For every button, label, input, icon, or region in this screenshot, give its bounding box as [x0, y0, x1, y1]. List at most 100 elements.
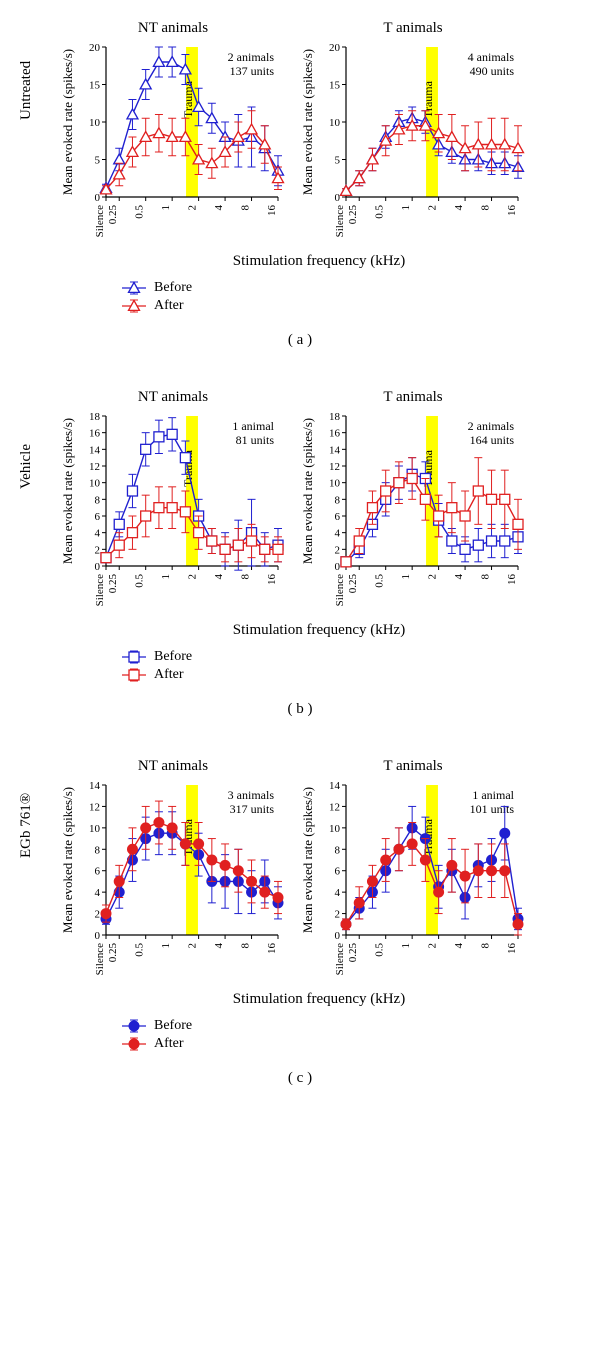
row-label: EGb 761® — [18, 793, 35, 858]
svg-text:137 units: 137 units — [230, 64, 275, 78]
svg-text:16: 16 — [506, 205, 518, 217]
svg-text:101 units: 101 units — [470, 802, 515, 816]
panel: T animalsTrauma05101520Mean evoked rate … — [298, 20, 528, 249]
svg-text:2: 2 — [427, 574, 439, 580]
svg-text:8: 8 — [480, 574, 492, 580]
legend-label: After — [154, 667, 184, 683]
svg-text:1 animal: 1 animal — [232, 419, 274, 433]
legend-item-after: After — [120, 1036, 580, 1052]
svg-text:Mean evoked rate (spikes/s): Mean evoked rate (spikes/s) — [60, 418, 75, 564]
svg-text:Trauma: Trauma — [181, 80, 195, 118]
svg-text:10: 10 — [329, 117, 341, 129]
legend-label: After — [154, 1036, 184, 1052]
svg-text:Silence: Silence — [334, 943, 346, 975]
svg-text:4: 4 — [453, 943, 465, 949]
row-untreated: Untreated NT animals Trauma 0 5 10 15 20 Mean ev… — [20, 20, 580, 349]
panel: T animalsTrauma024681012141618Mean evoke… — [298, 389, 528, 618]
svg-text:18: 18 — [89, 411, 101, 423]
svg-text:Mean evoked rate (spikes/s): Mean evoked rate (spikes/s) — [300, 418, 315, 564]
svg-text:Silence: Silence — [94, 943, 106, 975]
svg-text:490 units: 490 units — [470, 64, 515, 78]
svg-text:8: 8 — [335, 844, 341, 856]
svg-text:14: 14 — [89, 780, 101, 792]
svg-text:12: 12 — [89, 461, 100, 473]
legend-item-after: After — [120, 667, 580, 683]
row-vehicle: VehicleNT animalsTrauma024681012141618Me… — [20, 389, 580, 718]
svg-text:2: 2 — [95, 544, 101, 556]
svg-text:8: 8 — [480, 943, 492, 949]
legend-label: Before — [154, 1018, 192, 1034]
legend-item-before: Before — [120, 280, 580, 296]
svg-text:8: 8 — [95, 494, 101, 506]
subfigure-caption: ( b ) — [20, 701, 580, 718]
svg-text:6: 6 — [335, 866, 341, 878]
svg-text:6: 6 — [335, 511, 341, 523]
legend-item-before: Before — [120, 649, 580, 665]
svg-text:10: 10 — [89, 478, 101, 490]
row-label: Untreated — [18, 61, 35, 120]
svg-text:16: 16 — [266, 574, 278, 586]
svg-text:0: 0 — [335, 561, 341, 573]
svg-text:10: 10 — [89, 117, 101, 129]
svg-text:Silence: Silence — [334, 205, 346, 237]
svg-text:0.25: 0.25 — [347, 574, 359, 594]
svg-text:5: 5 — [335, 155, 341, 167]
svg-text:Mean evoked rate (spikes/s): Mean evoked rate (spikes/s) — [60, 49, 75, 195]
svg-text:0: 0 — [335, 930, 341, 942]
svg-text:20: 20 — [89, 42, 101, 54]
svg-text:1: 1 — [160, 943, 172, 949]
svg-text:16: 16 — [266, 943, 278, 955]
svg-text:16: 16 — [506, 574, 518, 586]
svg-text:2: 2 — [335, 544, 341, 556]
svg-text:4: 4 — [213, 943, 225, 949]
svg-text:317 units: 317 units — [230, 802, 275, 816]
legend-label: Before — [154, 649, 192, 665]
svg-text:0: 0 — [95, 930, 101, 942]
svg-text:0.25: 0.25 — [347, 943, 359, 963]
svg-text:2: 2 — [427, 205, 439, 211]
legend-item-before: Before — [120, 1018, 580, 1034]
svg-text:14: 14 — [89, 444, 101, 456]
svg-text:4: 4 — [335, 887, 341, 899]
svg-text:Silence: Silence — [334, 574, 346, 606]
svg-text:2 animals: 2 animals — [468, 419, 515, 433]
svg-text:8: 8 — [480, 205, 492, 211]
svg-text:4: 4 — [213, 574, 225, 580]
svg-text:15: 15 — [329, 80, 341, 92]
svg-text:0.5: 0.5 — [374, 205, 386, 219]
svg-text:4: 4 — [453, 574, 465, 580]
svg-text:1: 1 — [160, 205, 172, 211]
x-axis-label: Stimulation frequency (kHz) — [58, 253, 580, 270]
svg-text:12: 12 — [329, 801, 340, 813]
svg-text:14: 14 — [329, 444, 341, 456]
svg-text:4: 4 — [95, 887, 101, 899]
panel-title: NT animals — [58, 389, 288, 406]
svg-text:2: 2 — [187, 574, 199, 580]
svg-text:12: 12 — [329, 461, 340, 473]
svg-text:1: 1 — [400, 205, 412, 211]
svg-text:Mean evoked rate (spikes/s): Mean evoked rate (spikes/s) — [60, 787, 75, 933]
svg-text:0: 0 — [95, 192, 101, 204]
panel-title: NT animals — [58, 20, 288, 37]
svg-text:8: 8 — [95, 844, 101, 856]
svg-text:4: 4 — [95, 528, 101, 540]
svg-text:0.5: 0.5 — [134, 574, 146, 588]
figure-root: UntreatedNT animalsTrauma05101520Mean ev… — [20, 20, 580, 1087]
svg-text:164 units: 164 units — [470, 433, 515, 447]
svg-text:0.25: 0.25 — [347, 205, 359, 225]
panel: T animalsTrauma02468101214Mean evoked ra… — [298, 758, 528, 987]
svg-text:0.5: 0.5 — [134, 205, 146, 219]
svg-text:6: 6 — [95, 511, 101, 523]
svg-text:2: 2 — [187, 205, 199, 211]
x-axis-label: Stimulation frequency (kHz) — [58, 991, 580, 1008]
svg-text:4: 4 — [213, 205, 225, 211]
svg-text:2 animals: 2 animals — [228, 50, 275, 64]
panel: NT animalsTrauma02468101214Mean evoked r… — [58, 758, 288, 987]
row-label: Vehicle — [18, 444, 35, 489]
panel-title: T animals — [298, 20, 528, 37]
svg-text:Silence: Silence — [94, 574, 106, 606]
legend-label: After — [154, 298, 184, 314]
svg-text:0.25: 0.25 — [107, 574, 119, 594]
svg-text:0: 0 — [95, 561, 101, 573]
x-axis-label: Stimulation frequency (kHz) — [58, 622, 580, 639]
